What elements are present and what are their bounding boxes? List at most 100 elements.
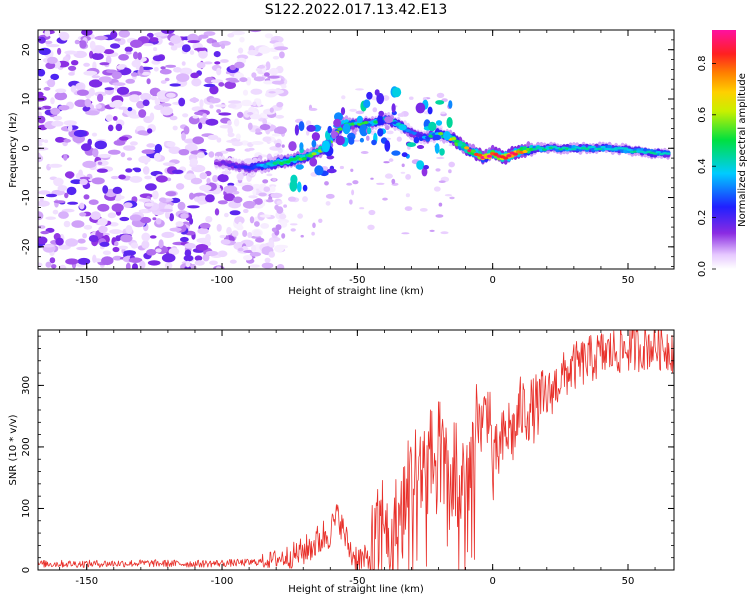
noise-speck: [239, 36, 245, 43]
noise-speck: [209, 260, 218, 266]
ridge-blob: [415, 102, 426, 114]
noise-speck: [325, 201, 331, 206]
noise-speck: [145, 183, 157, 191]
y-tick-label: 100: [21, 499, 32, 518]
y-tick-label: -10: [21, 189, 32, 205]
noise-speck: [223, 193, 235, 202]
noise-speck: [281, 84, 287, 89]
noise-speck: [225, 148, 236, 152]
noise-speck: [165, 64, 177, 68]
noise-speck: [262, 179, 269, 184]
colorbar-tick-label: 0.2: [697, 210, 708, 226]
noise-speck: [81, 143, 92, 152]
ridge-blob: [443, 131, 451, 141]
ridge-blob: [295, 164, 304, 170]
noise-speck: [224, 81, 236, 89]
noise-speck: [182, 113, 189, 118]
noise-speck: [129, 141, 138, 146]
ridge-blob: [428, 121, 437, 132]
noise-speck: [53, 200, 66, 204]
ridge-mark: [308, 154, 314, 158]
noise-speck: [168, 247, 180, 255]
ridge-blob: [314, 165, 324, 176]
ridge-mark: [655, 151, 661, 154]
noise-speck: [247, 122, 253, 130]
noise-speck: [349, 108, 357, 112]
noise-speck: [47, 78, 56, 88]
ridge-blob: [297, 181, 302, 193]
noise-speck: [205, 233, 211, 242]
noise-speck: [255, 237, 265, 243]
colorbar: 0.0 0.2 0.4 0.6 0.8 Normalized spectral ampl…: [697, 30, 748, 277]
noise-speck: [38, 142, 43, 147]
noise-speck: [92, 61, 97, 70]
noise-speck: [45, 216, 56, 220]
noise-speck: [440, 231, 449, 235]
noise-speck: [175, 183, 185, 190]
noise-speck: [71, 60, 79, 66]
noise-speck: [279, 51, 285, 59]
snr-frame: [37, 329, 675, 571]
noise-speck: [274, 46, 289, 51]
noise-speck: [191, 78, 202, 87]
noise-speck: [65, 238, 78, 247]
y-tick-label: 10: [21, 93, 32, 106]
noise-speck: [105, 114, 114, 122]
noise-speck: [264, 257, 271, 263]
ridge-mark: [438, 132, 444, 136]
noise-speck: [248, 147, 255, 151]
noise-speck: [143, 43, 154, 47]
noise-speck: [269, 107, 274, 113]
ridge-blob: [340, 107, 346, 116]
noise-speck: [38, 236, 48, 245]
noise-speck: [74, 99, 88, 108]
spectrogram-y-ticks: -20 -10 0 10 20: [21, 29, 674, 267]
noise-speck: [242, 230, 248, 237]
noise-speck: [64, 171, 75, 179]
noise-speck: [178, 97, 186, 107]
noise-speck: [192, 136, 204, 145]
noise-speck: [55, 237, 64, 246]
noise-speck: [372, 107, 378, 113]
noise-speck: [51, 120, 64, 127]
noise-speck: [370, 177, 374, 180]
noise-speck: [142, 99, 150, 107]
snr-panel: -150 -100 -50 0 50 0 100 200 300 Height of stra…: [8, 329, 675, 595]
noise-speck: [249, 252, 262, 257]
ridge-blob: [392, 87, 402, 98]
ridge-mark: [337, 127, 343, 131]
noise-speck: [250, 88, 263, 95]
noise-speck: [137, 130, 148, 136]
noise-speck: [49, 257, 56, 264]
noise-speck: [139, 65, 144, 74]
noise-speck: [248, 195, 258, 199]
noise-speck: [42, 244, 55, 248]
x-tick-label: -100: [211, 275, 234, 286]
noise-speck: [138, 155, 151, 164]
noise-speck: [63, 154, 68, 161]
noise-speck: [90, 211, 101, 220]
noise-speck: [140, 92, 152, 102]
noise-speck: [233, 196, 243, 204]
x-tick-label: -150: [75, 275, 98, 286]
noise-speck: [209, 97, 221, 104]
noise-speck: [386, 130, 394, 135]
noise-speck: [198, 200, 205, 205]
noise-speck: [146, 143, 156, 148]
noise-speck: [140, 208, 148, 213]
noise-speck: [110, 43, 121, 49]
noise-speck: [433, 186, 441, 192]
noise-speck: [237, 111, 244, 118]
ridge-blob: [401, 152, 408, 158]
noise-speck: [199, 172, 208, 180]
noise-speck: [59, 31, 70, 41]
noise-speck: [251, 244, 257, 253]
noise-speck: [199, 99, 204, 108]
noise-speck: [114, 197, 121, 202]
noise-speck: [79, 178, 88, 186]
noise-speck: [355, 110, 365, 115]
noise-speck: [52, 115, 63, 121]
ridge-blob: [435, 100, 445, 105]
ridge-mark: [600, 145, 606, 149]
noise-speck: [149, 112, 155, 121]
